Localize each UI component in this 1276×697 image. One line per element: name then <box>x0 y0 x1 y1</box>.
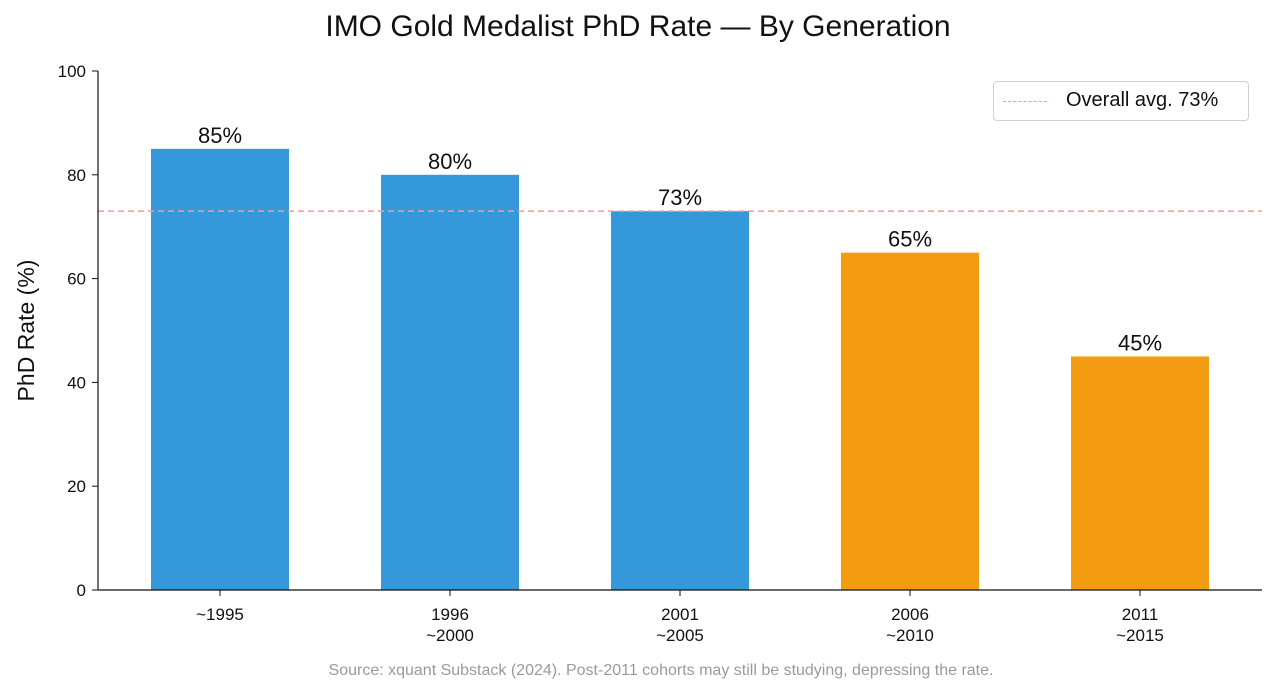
y-tick-label-0: 0 <box>77 581 86 600</box>
source-note: Source: xquant Substack (2024). Post-201… <box>328 662 994 679</box>
y-tick-label-2: 40 <box>67 373 86 392</box>
x-tick-label-1-0: 1996 <box>431 605 469 624</box>
value-label-0: 85% <box>198 123 242 148</box>
x-tick-label-4-1: ~2015 <box>1116 626 1164 645</box>
bar-2 <box>611 211 749 590</box>
x-tick-label-2-0: 2001 <box>661 605 699 624</box>
y-tick-label-3: 60 <box>67 270 86 289</box>
x-tick-label-2-1: ~2005 <box>656 626 704 645</box>
value-labels-layer: 85% 80% 73% 65% 45% <box>198 123 1162 356</box>
chart-title: IMO Gold Medalist PhD Rate — By Generati… <box>325 10 951 43</box>
x-tick-label-4-0: 2011 <box>1122 605 1159 624</box>
legend: Overall avg. 73% <box>993 81 1249 121</box>
value-label-1: 80% <box>428 149 472 174</box>
x-tick-label-1-1: ~2000 <box>426 626 474 645</box>
x-tick-label-3-0: 2006 <box>891 605 929 624</box>
value-label-3: 65% <box>888 227 932 252</box>
value-label-4: 45% <box>1118 330 1162 355</box>
bars-layer <box>151 148 1209 591</box>
legend-label: Overall avg. 73% <box>1066 89 1219 111</box>
y-tick-label-5: 100 <box>58 62 86 81</box>
legend-dashed-line-swatch <box>1003 101 1047 102</box>
y-axis-title: PhD Rate (%) <box>13 260 39 402</box>
y-tick-label-1: 20 <box>67 477 86 496</box>
y-tick-label-4: 80 <box>67 166 86 185</box>
bar-1 <box>381 174 519 591</box>
x-tick-label-0-0: ~1995 <box>196 605 244 624</box>
bar-3 <box>841 252 979 590</box>
axes-layer: ~1995 1996 ~2000 2001 ~2005 2006 ~2010 2011 ~201… <box>13 62 1262 645</box>
bar-0 <box>151 148 289 590</box>
value-label-2: 73% <box>658 185 702 210</box>
bar-4 <box>1071 356 1209 590</box>
x-tick-label-3-1: ~2010 <box>886 626 934 645</box>
